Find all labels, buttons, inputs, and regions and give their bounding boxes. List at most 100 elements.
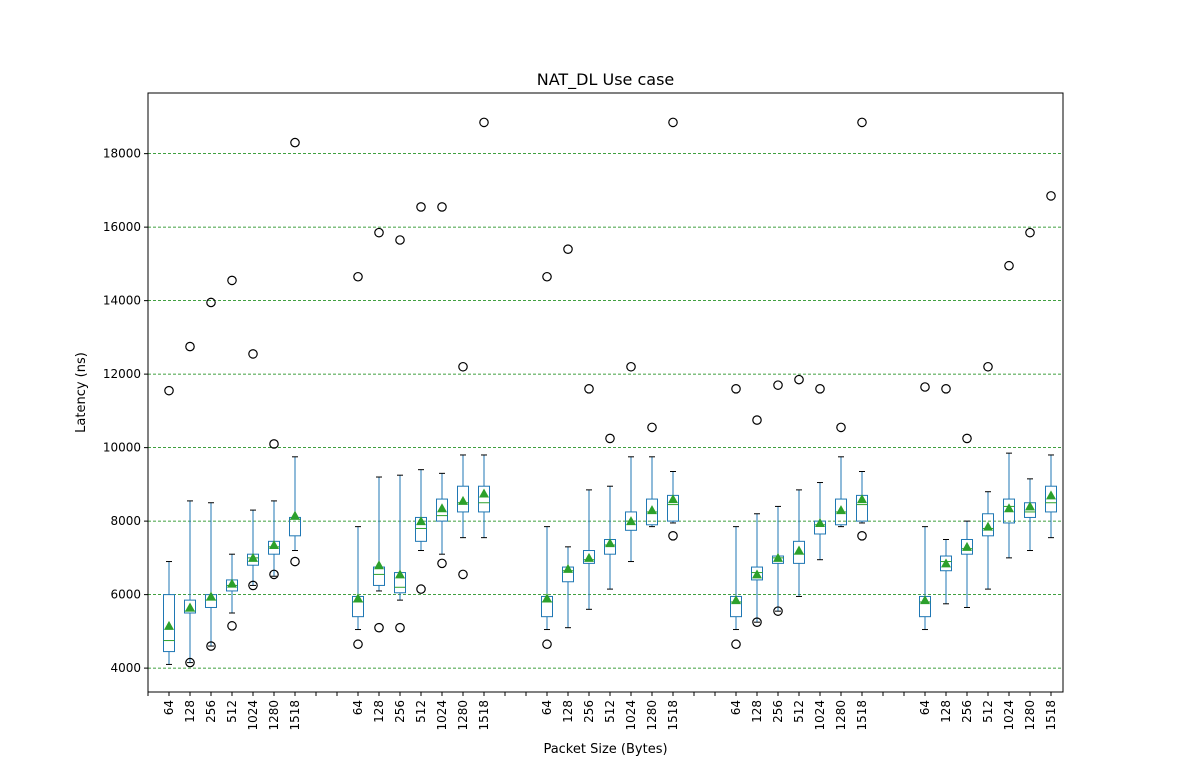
box-2-64: [352, 271, 364, 650]
y-tick-label: 8000: [110, 514, 141, 528]
outlier-point: [941, 384, 951, 394]
mean-marker: [248, 552, 258, 562]
outlier-point: [416, 202, 426, 212]
box-3-256: [583, 384, 595, 610]
outlier-point: [353, 639, 363, 650]
mean-marker: [605, 538, 615, 548]
box-1-1518: [289, 137, 301, 567]
outlier-point: [206, 641, 216, 651]
box-3-512: [604, 433, 616, 590]
x-tick-label: 1024: [1002, 700, 1016, 731]
x-tick-label: 128: [939, 700, 953, 723]
x-tick-label: 1280: [267, 700, 281, 731]
box-iqr: [163, 594, 175, 653]
outlier-point: [1046, 191, 1056, 201]
outlier-point: [542, 639, 552, 650]
y-tick-label: 14000: [103, 294, 141, 308]
box-2-1280: [457, 361, 469, 580]
box-1-64: [163, 385, 175, 665]
box-5-256: [961, 433, 973, 608]
box-4-128: [751, 415, 763, 627]
outlier-point: [668, 117, 678, 128]
outlier-point: [752, 415, 762, 425]
outlier-point: [164, 385, 174, 396]
box-iqr: [982, 513, 994, 537]
outlier-point: [773, 606, 783, 616]
box-4-64: [730, 384, 742, 650]
outlier-point: [437, 558, 447, 569]
x-tick-label: 64: [729, 700, 743, 715]
outlier-point: [626, 361, 636, 372]
outlier-point: [353, 271, 363, 282]
box-iqr: [436, 498, 448, 522]
mean-marker: [752, 569, 762, 579]
x-tick-label: 256: [204, 700, 218, 723]
box-2-256: [394, 235, 406, 633]
mean-marker: [563, 563, 573, 573]
mean-marker: [185, 602, 195, 612]
box-iqr: [583, 550, 595, 564]
outlier-point: [374, 227, 384, 238]
x-tick-label: 128: [750, 700, 764, 723]
outlier-point: [773, 380, 783, 390]
box-2-1024: [436, 202, 448, 569]
outlier-point: [752, 617, 762, 627]
box-5-64: [919, 382, 931, 631]
x-tick-label: 1280: [456, 700, 470, 731]
y-tick-label: 6000: [110, 588, 141, 602]
box-4-1518: [856, 117, 868, 541]
box-2-128: [373, 227, 385, 633]
grid-layer: [148, 153, 1063, 669]
outlier-point: [395, 235, 405, 245]
y-tick-label: 16000: [103, 220, 141, 234]
outlier-point: [1025, 227, 1035, 238]
mean-marker: [227, 578, 237, 588]
x-tick-label: 1518: [1044, 700, 1058, 731]
mean-marker: [290, 510, 300, 520]
x-tick-label: 1024: [246, 700, 260, 731]
x-tick-label: 1024: [624, 700, 638, 731]
outlier-point: [290, 556, 300, 567]
mean-marker: [353, 593, 363, 603]
box-4-256: [772, 380, 784, 616]
plot-frame: [147, 92, 1064, 693]
box-3-1280: [646, 422, 658, 528]
outlier-point: [1004, 260, 1014, 271]
outlier-point: [290, 137, 300, 148]
y-tick-label: 12000: [103, 367, 141, 381]
outlier-point: [668, 531, 678, 541]
box-1-512: [226, 275, 238, 631]
x-tick-label: 1280: [1023, 700, 1037, 731]
box-1-1280: [268, 439, 280, 580]
outlier-point: [857, 531, 867, 541]
x-tick-label: 512: [603, 700, 617, 723]
x-tick-label: 512: [225, 700, 239, 723]
box-layer: [163, 117, 1057, 668]
box-4-1024: [814, 384, 826, 561]
outlier-point: [479, 117, 489, 128]
y-tick-label: 4000: [110, 661, 141, 675]
x-tick-label: 64: [351, 700, 365, 715]
box-1-1024: [247, 349, 259, 591]
x-tick-label: 256: [960, 700, 974, 723]
outlier-point: [185, 341, 195, 352]
mean-marker: [1004, 503, 1014, 513]
box-iqr: [940, 555, 952, 572]
outlier-point: [269, 439, 279, 449]
outlier-point: [395, 622, 405, 633]
outlier-point: [815, 384, 825, 394]
mean-marker: [941, 558, 951, 568]
box-2-1518: [478, 117, 490, 539]
box-iqr: [1003, 498, 1015, 524]
outlier-point: [458, 361, 468, 372]
x-tick-label: 1280: [834, 700, 848, 731]
mean-marker: [458, 495, 468, 505]
outlier-point: [542, 271, 552, 282]
mean-marker: [164, 620, 174, 630]
outlier-point: [731, 639, 741, 650]
box-3-128: [562, 244, 574, 629]
mean-marker: [374, 560, 384, 570]
x-tick-label: 256: [393, 700, 407, 723]
